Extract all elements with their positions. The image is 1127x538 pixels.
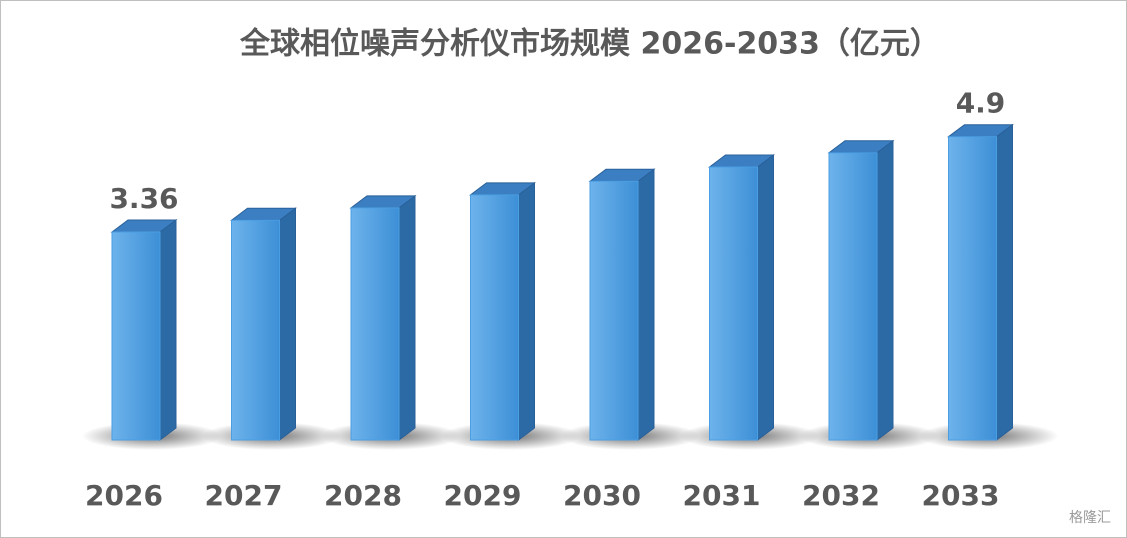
- data-label: 4.9: [956, 87, 1006, 120]
- bar: [470, 194, 519, 441]
- watermark: 格隆汇: [1069, 510, 1111, 526]
- bar-side: [996, 123, 1013, 441]
- x-tick-label: 2031: [683, 479, 761, 512]
- bar-side: [398, 194, 416, 441]
- bar-side: [518, 181, 535, 441]
- bar: [589, 180, 639, 441]
- bar-side: [279, 207, 296, 441]
- x-tick-label: 2026: [85, 479, 163, 512]
- bar: [948, 136, 997, 441]
- x-tick-label: 2030: [563, 479, 641, 512]
- bar: [231, 219, 280, 441]
- chart-title: 全球相位噪声分析仪市场规模 2026-2033（亿元）: [239, 27, 940, 62]
- bar-side: [159, 219, 177, 441]
- x-tick-label: 2029: [444, 479, 522, 512]
- bar: [828, 152, 878, 441]
- x-tick-label: 2032: [802, 479, 880, 512]
- bar-side: [637, 168, 655, 441]
- bar: [350, 207, 400, 441]
- data-label: 3.36: [109, 182, 178, 215]
- bar: [709, 166, 758, 441]
- x-tick-label: 2027: [205, 479, 283, 512]
- bar-side: [876, 139, 894, 441]
- x-tick-label: 2033: [922, 479, 1000, 512]
- bar-side: [757, 154, 774, 441]
- x-tick-label: 2028: [324, 479, 402, 512]
- bar: [111, 231, 161, 441]
